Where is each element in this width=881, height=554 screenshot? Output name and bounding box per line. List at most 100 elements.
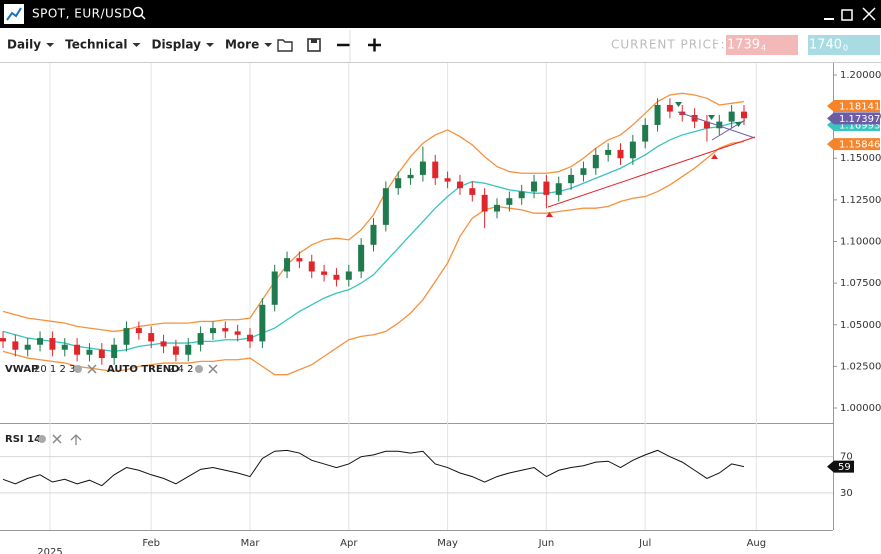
rsi-line <box>2 449 745 487</box>
settings-button[interactable] <box>74 365 82 373</box>
y-tick-label: 1.00000 <box>840 403 881 414</box>
candle-body <box>518 191 525 199</box>
candle-body <box>209 328 216 334</box>
y-tick-label: 1.15000 <box>840 153 881 164</box>
remove-button[interactable] <box>52 434 62 444</box>
candle-body <box>370 224 377 245</box>
candle-body <box>0 338 6 342</box>
candle-body <box>444 178 451 182</box>
candle-body <box>247 334 253 342</box>
rsi-title: RSI 14 <box>5 434 41 445</box>
candle-body <box>432 161 439 179</box>
pivot-high-marker <box>675 102 682 107</box>
bid-pip: 4 <box>761 44 766 53</box>
candle-body <box>135 328 142 334</box>
price-marker-label: 1.15846 <box>839 140 880 151</box>
candle-body <box>148 333 155 342</box>
price-marker <box>827 138 880 151</box>
candle-body <box>592 154 599 169</box>
plot <box>0 92 747 487</box>
remove-button[interactable] <box>208 364 218 374</box>
candle-body <box>234 331 241 335</box>
candle-body <box>74 344 81 355</box>
candle-body <box>654 104 661 125</box>
ask-price: 1.1740 <box>797 38 843 53</box>
candle-body <box>123 328 130 345</box>
candle-body <box>296 258 303 262</box>
candle-body <box>185 344 192 355</box>
y-tick-label: 1.10000 <box>840 237 881 248</box>
y-tick-label: 1.05000 <box>840 320 881 331</box>
candle-body <box>61 344 68 350</box>
candle-body <box>543 181 550 195</box>
settings-button[interactable] <box>38 435 46 443</box>
candle-body <box>629 141 636 159</box>
candle-body <box>358 244 365 272</box>
x-tick-label: May <box>437 538 458 549</box>
candle-body <box>419 161 426 175</box>
price-marker-label: 1.16993 <box>839 121 880 132</box>
candle-body <box>382 188 389 225</box>
candle-body <box>395 178 402 189</box>
save-icon-detail <box>311 39 317 43</box>
candle-body <box>716 121 723 129</box>
remove-button[interactable] <box>87 364 97 374</box>
menu-item[interactable]: More <box>225 38 259 52</box>
open-button[interactable] <box>277 39 293 52</box>
y-tick-label: 1.02500 <box>840 361 881 372</box>
menu-caret <box>132 43 141 47</box>
pivot-low-marker <box>711 154 718 159</box>
candle-body <box>580 168 587 175</box>
close-button-x <box>862 7 876 21</box>
menu-item[interactable]: Daily <box>7 38 41 52</box>
menu-caret <box>46 43 55 47</box>
candle-body <box>568 174 575 184</box>
rsi-value-label: 59 <box>838 462 851 473</box>
trend-line <box>677 111 756 139</box>
search-icon[interactable] <box>132 6 144 18</box>
grid <box>0 63 833 530</box>
candle-body <box>506 198 513 205</box>
candle-body <box>284 258 291 272</box>
instrument-title: SPOT, EUR/USD <box>32 7 132 21</box>
candle-body <box>197 333 204 345</box>
candle-body <box>605 149 612 155</box>
candle-body <box>469 188 476 195</box>
candle-body <box>642 124 649 142</box>
x-tick-label: Jun <box>538 538 555 549</box>
popout-button[interactable] <box>841 9 853 21</box>
candle-body <box>345 271 352 280</box>
pivot-high-marker <box>735 122 742 127</box>
candle-body <box>741 111 747 119</box>
ask-price-box[interactable] <box>808 35 880 55</box>
candle-body <box>617 149 624 159</box>
menu-item[interactable]: Display <box>151 38 201 52</box>
rsi-value-marker <box>827 460 854 473</box>
x-tick-label: Apr <box>340 538 358 549</box>
candle-body <box>494 204 500 212</box>
candle-body <box>555 183 562 195</box>
y-tick-label: 1.12500 <box>840 195 881 206</box>
ask-pip: 0 <box>843 44 848 53</box>
indicator-name: VWAP <box>5 364 38 375</box>
x-tick-label: Aug <box>747 538 767 549</box>
candle-body <box>271 271 278 305</box>
menu-bar: Daily Technical Display More <box>7 38 273 52</box>
move-up-button[interactable] <box>70 434 82 445</box>
current-price-label: CURRENT PRICE: <box>611 38 726 52</box>
price-marker-label: 1.173970 <box>839 114 881 125</box>
candle-body <box>407 174 414 179</box>
candle-body <box>321 271 328 275</box>
indicator-line <box>2 140 745 376</box>
pivot-low-marker <box>546 212 553 217</box>
candle-body <box>24 344 31 350</box>
settings-button[interactable] <box>195 365 203 373</box>
candle-body <box>12 341 19 350</box>
bid-price-box[interactable] <box>726 35 798 55</box>
candle-body <box>703 121 710 129</box>
year-label: 2025 <box>37 547 62 554</box>
menu-caret <box>205 43 214 47</box>
menu-item[interactable]: Technical <box>65 38 127 52</box>
